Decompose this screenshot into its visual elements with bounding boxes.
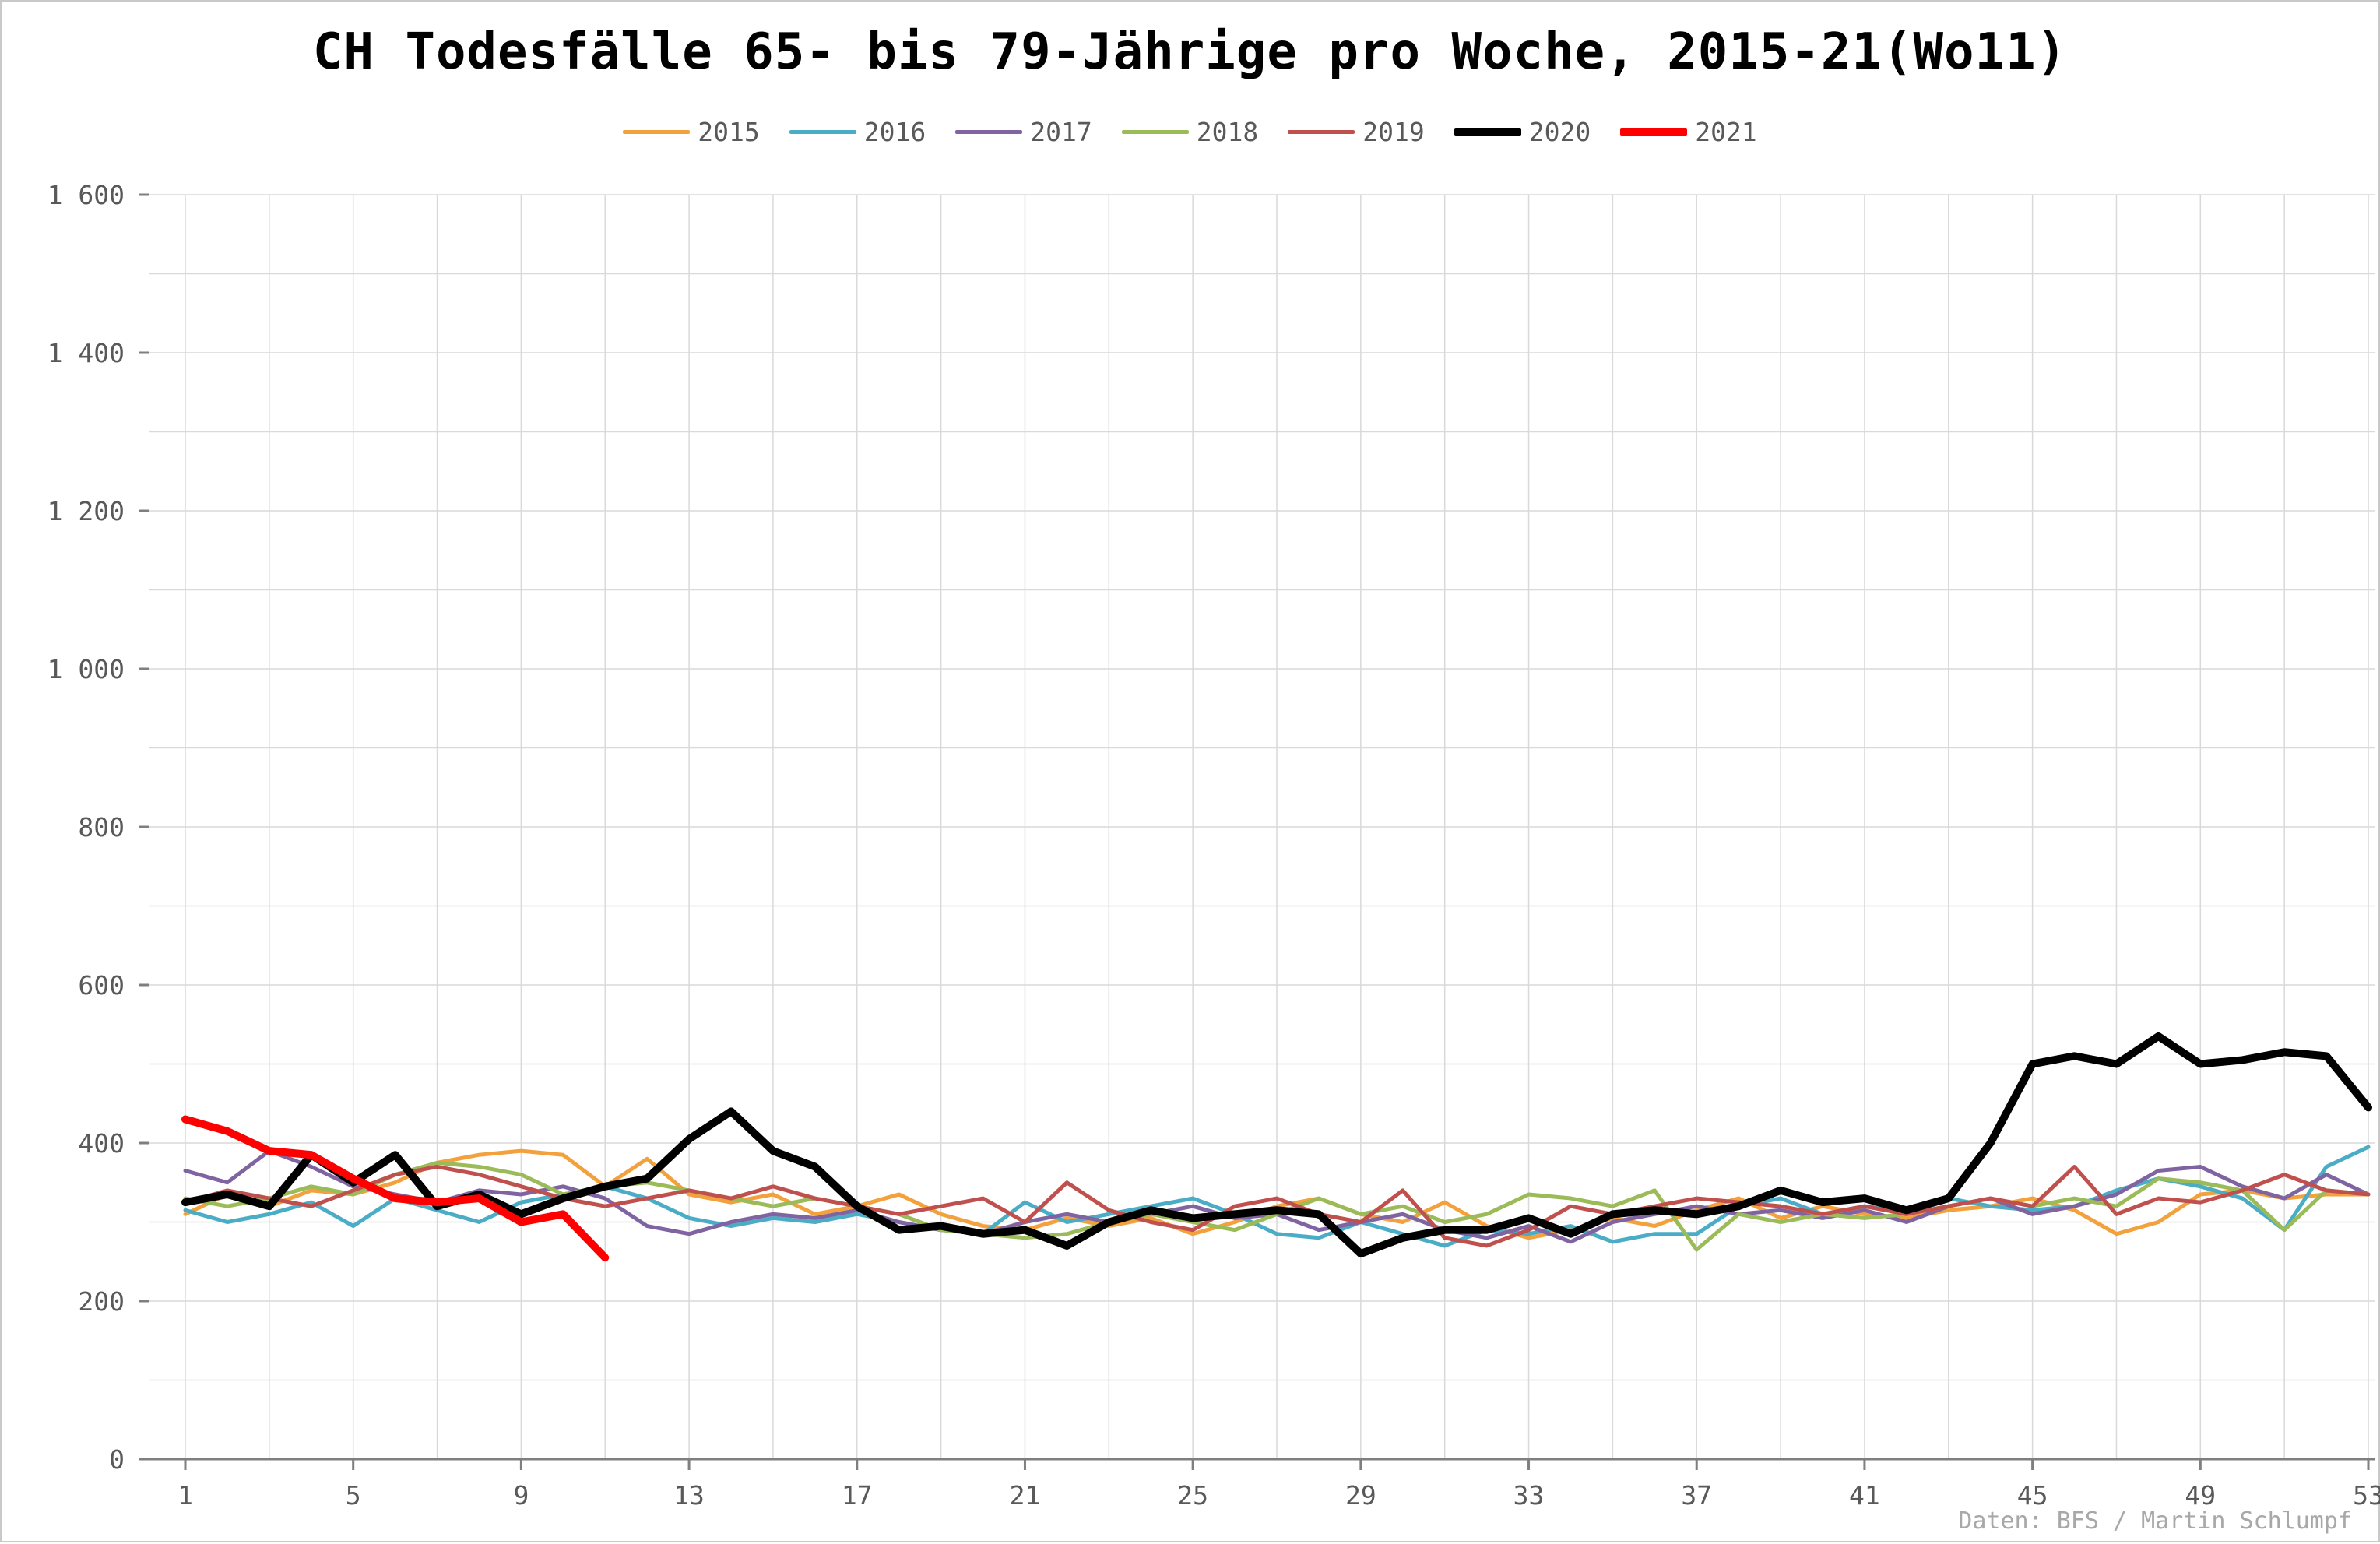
y-tick-label: 1 200 <box>47 496 125 526</box>
legend-item-2020: 2020 <box>1454 117 1591 147</box>
legend-swatch-2019 <box>1288 130 1355 134</box>
x-tick-label: 17 <box>842 1480 873 1511</box>
legend-swatch-2020 <box>1454 128 1521 136</box>
chart-title: CH Todesfälle 65- bis 79-Jährige pro Woc… <box>312 23 2068 81</box>
x-tick-label: 45 <box>2017 1480 2048 1511</box>
legend-swatch-2016 <box>789 130 856 134</box>
x-tick-label: 53 <box>2353 1480 2380 1511</box>
x-tick-label: 21 <box>1010 1480 1041 1511</box>
data-credit: Daten: BFS / Martin Schlumpf <box>1958 1507 2352 1535</box>
legend-label-2019: 2019 <box>1362 117 1425 147</box>
x-tick-label: 37 <box>1681 1480 1712 1511</box>
series-line-2016 <box>183 1145 2371 1248</box>
legend-item-2016: 2016 <box>789 117 926 147</box>
legend-swatch-2015 <box>623 130 691 134</box>
legend-swatch-2021 <box>1620 128 1688 136</box>
x-tick-label: 41 <box>1849 1480 1880 1511</box>
legend-swatch-2017 <box>955 130 1023 134</box>
x-tick-label: 49 <box>2185 1480 2216 1511</box>
legend-item-2021: 2021 <box>1620 117 1757 147</box>
y-tick-label: 200 <box>78 1286 125 1317</box>
legend-label-2015: 2015 <box>698 117 760 147</box>
y-tick-label: 1 600 <box>47 180 125 210</box>
y-tick-label: 400 <box>78 1128 125 1159</box>
legend-item-2018: 2018 <box>1121 117 1259 147</box>
x-tick-label: 33 <box>1513 1480 1545 1511</box>
series-line-2020 <box>181 1032 2372 1258</box>
x-tick-label: 9 <box>513 1480 529 1511</box>
legend-label-2020: 2020 <box>1528 117 1591 147</box>
legend-label-2016: 2016 <box>863 117 926 147</box>
x-tick-label: 1 <box>178 1480 193 1511</box>
legend-label-2017: 2017 <box>1030 117 1092 147</box>
x-tick-label: 25 <box>1177 1480 1208 1511</box>
x-tick-label: 5 <box>346 1480 361 1511</box>
y-tick-label: 800 <box>78 812 125 842</box>
chart-legend: 2015 2016 2017 2018 2019 2020 2021 <box>2 117 2378 147</box>
x-tick-label: 29 <box>1345 1480 1376 1511</box>
y-tick-label: 600 <box>78 970 125 1001</box>
y-tick-label: 1 000 <box>47 654 125 684</box>
legend-item-2017: 2017 <box>955 117 1092 147</box>
legend-item-2015: 2015 <box>623 117 760 147</box>
legend-swatch-2018 <box>1121 130 1189 134</box>
legend-label-2018: 2018 <box>1196 117 1259 147</box>
legend-label-2021: 2021 <box>1695 117 1757 147</box>
series-line-2019 <box>183 1164 2371 1248</box>
series-line-2021 <box>181 1115 610 1262</box>
legend-item-2019: 2019 <box>1288 117 1425 147</box>
x-tick-label: 13 <box>673 1480 705 1511</box>
y-tick-label: 0 <box>109 1444 125 1475</box>
y-tick-label: 1 400 <box>47 338 125 368</box>
